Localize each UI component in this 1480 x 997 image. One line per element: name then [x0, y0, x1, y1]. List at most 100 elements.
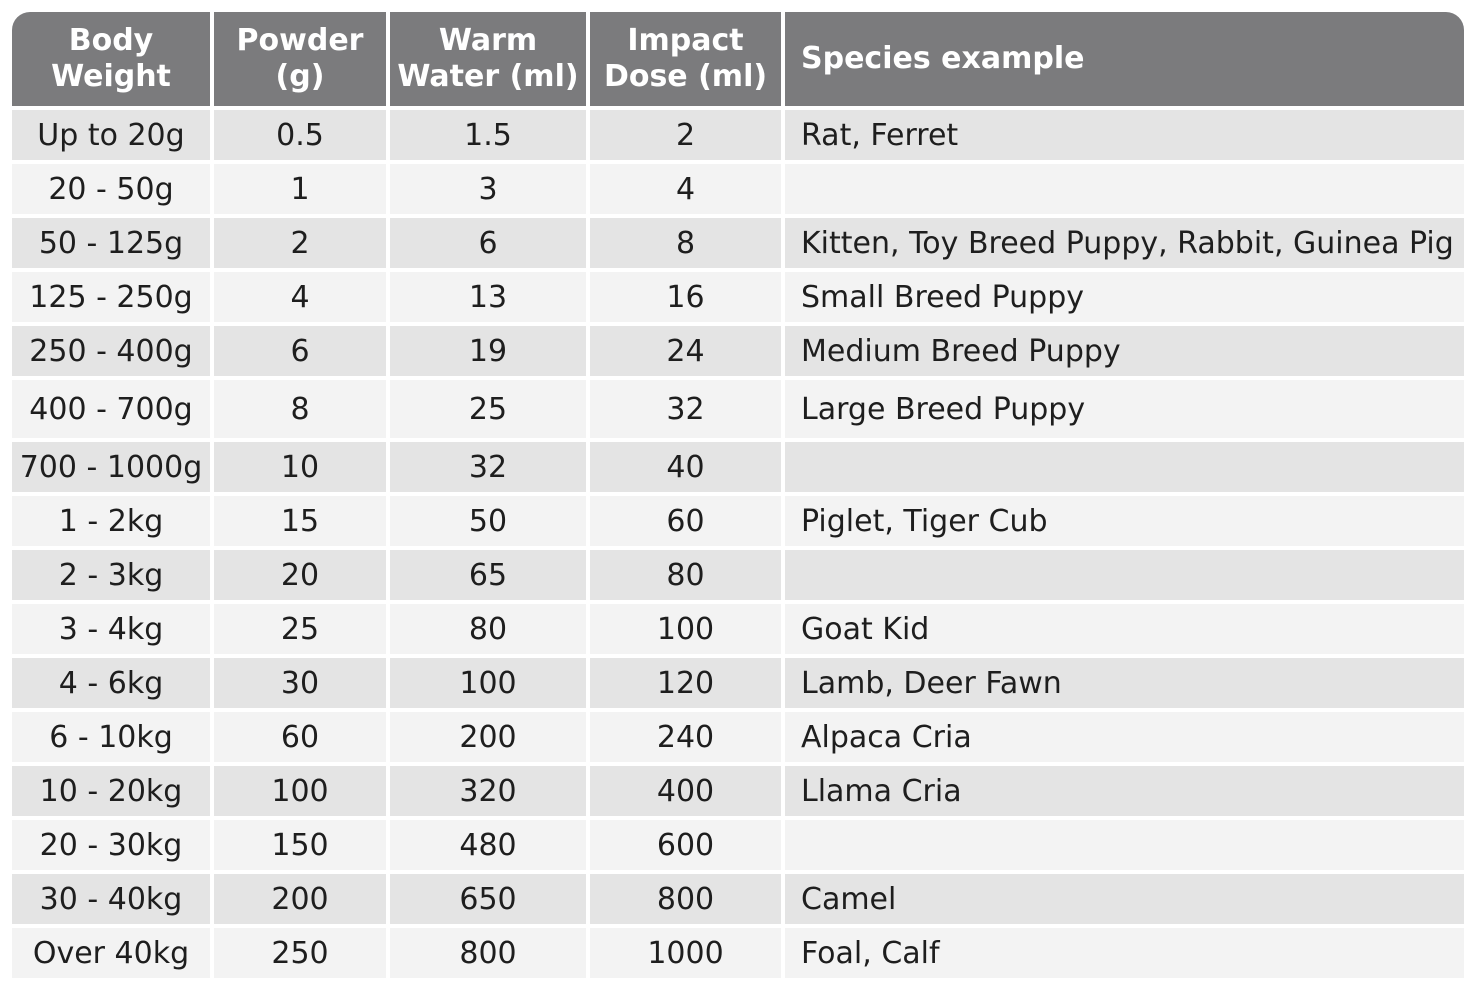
cell-species: Medium Breed Puppy	[785, 326, 1464, 376]
header-body-weight: Body Weight	[12, 12, 210, 106]
cell-warm-water: 200	[390, 712, 586, 762]
cell-powder: 15	[214, 496, 386, 546]
cell-body-weight: 400 - 700g	[12, 380, 210, 438]
cell-species: Piglet, Tiger Cub	[785, 496, 1464, 546]
cell-species	[785, 820, 1464, 870]
cell-impact-dose: 400	[590, 766, 781, 816]
table-header: Body Weight Powder (g) Warm Water (ml) Impa…	[12, 12, 1464, 106]
cell-warm-water: 13	[390, 272, 586, 322]
cell-impact-dose: 16	[590, 272, 781, 322]
cell-warm-water: 25	[390, 380, 586, 438]
cell-powder: 250	[214, 928, 386, 978]
cell-species: Camel	[785, 874, 1464, 924]
cell-body-weight: 6 - 10kg	[12, 712, 210, 762]
cell-body-weight: 1 - 2kg	[12, 496, 210, 546]
cell-warm-water: 50	[390, 496, 586, 546]
header-warm-water: Warm Water (ml)	[390, 12, 586, 106]
cell-impact-dose: 80	[590, 550, 781, 600]
cell-powder: 4	[214, 272, 386, 322]
cell-body-weight: Up to 20g	[12, 110, 210, 160]
cell-warm-water: 1.5	[390, 110, 586, 160]
cell-warm-water: 3	[390, 164, 586, 214]
cell-warm-water: 32	[390, 442, 586, 492]
cell-species: Rat, Ferret	[785, 110, 1464, 160]
cell-body-weight: 50 - 125g	[12, 218, 210, 268]
cell-powder: 0.5	[214, 110, 386, 160]
cell-powder: 100	[214, 766, 386, 816]
cell-impact-dose: 600	[590, 820, 781, 870]
cell-warm-water: 80	[390, 604, 586, 654]
table-row: 30 - 40kg 200 650 800 Camel	[12, 874, 1464, 924]
cell-warm-water: 19	[390, 326, 586, 376]
cell-impact-dose: 240	[590, 712, 781, 762]
cell-warm-water: 6	[390, 218, 586, 268]
cell-impact-dose: 60	[590, 496, 781, 546]
table-row: 20 - 30kg 150 480 600	[12, 820, 1464, 870]
cell-species	[785, 442, 1464, 492]
cell-powder: 150	[214, 820, 386, 870]
cell-body-weight: 3 - 4kg	[12, 604, 210, 654]
cell-species	[785, 164, 1464, 214]
cell-powder: 6	[214, 326, 386, 376]
cell-powder: 25	[214, 604, 386, 654]
cell-impact-dose: 4	[590, 164, 781, 214]
table-row: 1 - 2kg 15 50 60 Piglet, Tiger Cub	[12, 496, 1464, 546]
cell-warm-water: 800	[390, 928, 586, 978]
cell-warm-water: 650	[390, 874, 586, 924]
table-body: Up to 20g 0.5 1.5 2 Rat, Ferret 20 - 50g 1 3 4 50…	[12, 110, 1464, 978]
cell-powder: 20	[214, 550, 386, 600]
table-row: 250 - 400g 6 19 24 Medium Breed Puppy	[12, 326, 1464, 376]
header-impact-dose: Impact Dose (ml)	[590, 12, 781, 106]
cell-species: Foal, Calf	[785, 928, 1464, 978]
cell-species: Lamb, Deer Fawn	[785, 658, 1464, 708]
cell-species	[785, 550, 1464, 600]
cell-impact-dose: 1000	[590, 928, 781, 978]
header-species-example: Species example	[785, 12, 1464, 106]
table-row: 700 - 1000g 10 32 40	[12, 442, 1464, 492]
cell-powder: 200	[214, 874, 386, 924]
table-row: 6 - 10kg 60 200 240 Alpaca Cria	[12, 712, 1464, 762]
table-row: 10 - 20kg 100 320 400 Llama Cria	[12, 766, 1464, 816]
table-row: 400 - 700g 8 25 32 Large Breed Puppy	[12, 380, 1464, 438]
cell-impact-dose: 100	[590, 604, 781, 654]
cell-body-weight: 10 - 20kg	[12, 766, 210, 816]
dosage-table-container: Body Weight Powder (g) Warm Water (ml) Impa…	[12, 12, 1464, 978]
cell-body-weight: 125 - 250g	[12, 272, 210, 322]
cell-impact-dose: 40	[590, 442, 781, 492]
cell-warm-water: 480	[390, 820, 586, 870]
table-row: 2 - 3kg 20 65 80	[12, 550, 1464, 600]
cell-powder: 2	[214, 218, 386, 268]
cell-powder: 60	[214, 712, 386, 762]
cell-powder: 8	[214, 380, 386, 438]
cell-body-weight: Over 40kg	[12, 928, 210, 978]
header-row: Body Weight Powder (g) Warm Water (ml) Impa…	[12, 12, 1464, 106]
table-row: 4 - 6kg 30 100 120 Lamb, Deer Fawn	[12, 658, 1464, 708]
table-row: 20 - 50g 1 3 4	[12, 164, 1464, 214]
cell-impact-dose: 32	[590, 380, 781, 438]
table-row: 50 - 125g 2 6 8 Kitten, Toy Breed Puppy, Rab…	[12, 218, 1464, 268]
cell-body-weight: 700 - 1000g	[12, 442, 210, 492]
cell-impact-dose: 8	[590, 218, 781, 268]
cell-species: Alpaca Cria	[785, 712, 1464, 762]
table-row: Up to 20g 0.5 1.5 2 Rat, Ferret	[12, 110, 1464, 160]
cell-body-weight: 250 - 400g	[12, 326, 210, 376]
cell-powder: 1	[214, 164, 386, 214]
cell-body-weight: 20 - 30kg	[12, 820, 210, 870]
cell-species: Large Breed Puppy	[785, 380, 1464, 438]
cell-species: Goat Kid	[785, 604, 1464, 654]
header-powder: Powder (g)	[214, 12, 386, 106]
dosage-table: Body Weight Powder (g) Warm Water (ml) Impa…	[8, 8, 1468, 982]
cell-species: Small Breed Puppy	[785, 272, 1464, 322]
table-row: 125 - 250g 4 13 16 Small Breed Puppy	[12, 272, 1464, 322]
cell-warm-water: 65	[390, 550, 586, 600]
cell-species: Llama Cria	[785, 766, 1464, 816]
table-row: Over 40kg 250 800 1000 Foal, Calf	[12, 928, 1464, 978]
cell-body-weight: 30 - 40kg	[12, 874, 210, 924]
cell-warm-water: 320	[390, 766, 586, 816]
table-row: 3 - 4kg 25 80 100 Goat Kid	[12, 604, 1464, 654]
cell-impact-dose: 120	[590, 658, 781, 708]
cell-powder: 10	[214, 442, 386, 492]
cell-impact-dose: 800	[590, 874, 781, 924]
cell-body-weight: 4 - 6kg	[12, 658, 210, 708]
cell-body-weight: 2 - 3kg	[12, 550, 210, 600]
